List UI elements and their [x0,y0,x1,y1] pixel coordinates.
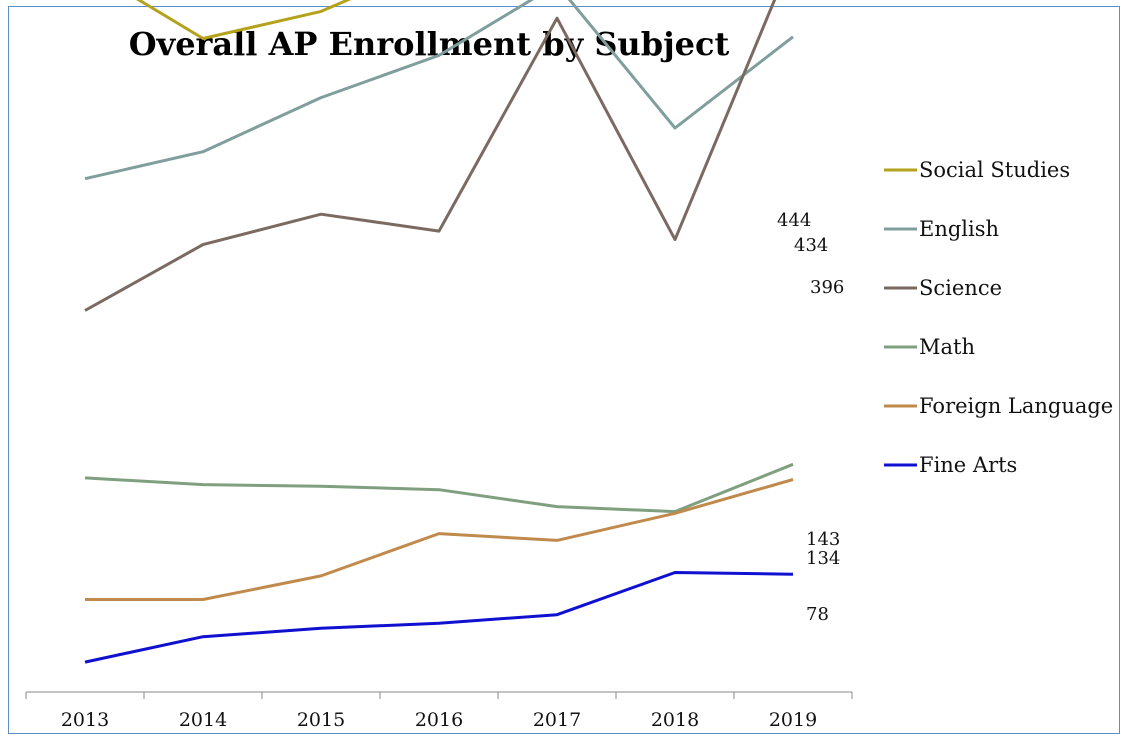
legend-label: Social Studies [919,158,1070,182]
data-label-social-studies: 434 [794,235,828,256]
legend-label: Math [919,335,975,359]
series-line-science [84,0,777,312]
x-tick-label: 2018 [651,709,699,731]
x-tick-label: 2014 [179,709,227,731]
x-tick-label: 2019 [769,709,817,731]
legend: Social Studies English Science Math Foreign … [884,158,1113,477]
data-label-science: 444 [777,210,811,231]
x-axis: 2013 2014 2015 2016 2017 2018 2019 [25,691,853,731]
series-line-math [84,462,794,514]
series-lines [84,0,794,664]
series-line-english [84,0,794,181]
data-label-foreign-language: 134 [806,548,840,569]
x-tick-label: 2016 [415,709,463,731]
legend-label: Foreign Language [919,394,1113,418]
x-tick-label: 2015 [297,709,345,731]
series-line-fine-arts [84,571,794,664]
legend-label: Science [919,276,1002,300]
x-tick-label: 2017 [533,709,581,731]
data-label-math: 143 [806,529,840,550]
data-label-english: 396 [810,277,844,298]
legend-label: Fine Arts [919,453,1017,477]
legend-label: English [919,217,999,241]
series-line-foreign-language [85,478,794,601]
data-label-fine-arts: 78 [806,604,829,625]
x-tick-label: 2013 [61,709,109,731]
series-line-social-studies [136,0,352,40]
